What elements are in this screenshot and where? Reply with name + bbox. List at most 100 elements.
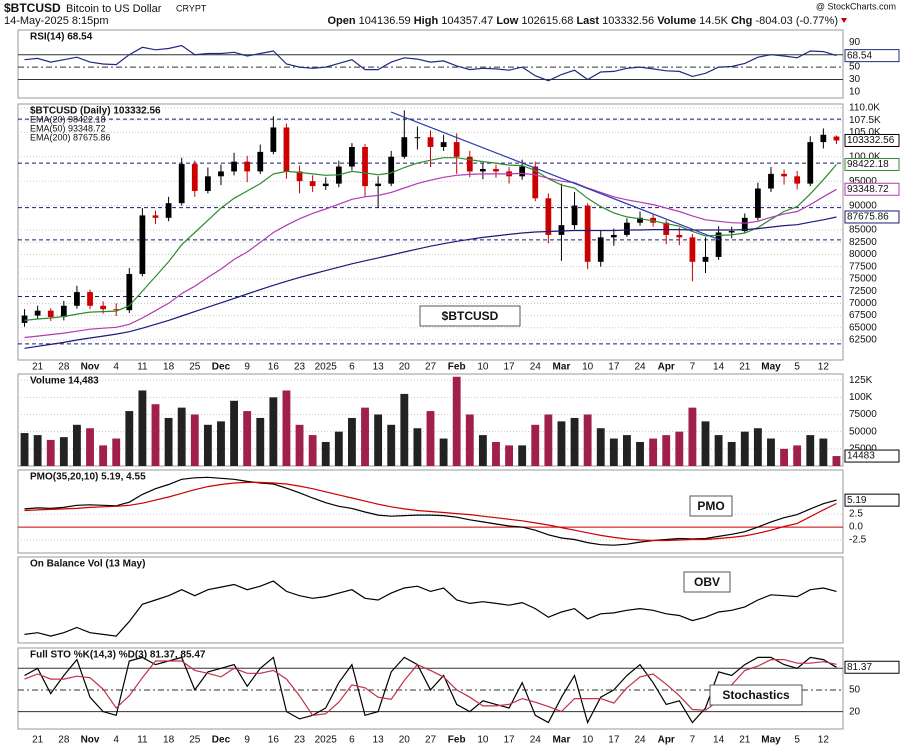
series-line [24,44,837,82]
volume-bar [557,421,566,466]
candle-body [152,215,159,218]
x-tick-label: 12 [818,362,830,373]
y-tick-label: 2.5 [849,509,863,520]
y-tick-label: 105.0K [849,127,881,138]
candle-body [165,203,172,218]
annotation-box [683,571,731,593]
y-tick-label: 25000 [849,443,877,454]
x-tick-label: 11 [137,735,148,746]
x-tick-label: Dec [212,735,231,746]
series-line [24,580,837,637]
candle-body [309,181,316,187]
panel-title: PMO(35,20,10) 5.19, 4.55 [30,472,146,483]
candle-body [283,127,290,172]
candle-body [663,222,670,235]
volume-bar [73,424,81,466]
x-tick-label: 17 [608,362,620,373]
symbol: $BTCUSD [4,1,61,15]
volume-bar [190,414,199,466]
candle-body [610,234,617,238]
volume-bar [753,428,762,466]
x-tick-label: 18 [163,735,175,746]
volume-bar [609,438,618,466]
volume-bar [164,417,173,466]
x-tick-label: 10 [582,362,594,373]
candle-body [715,232,722,257]
value: 104136.59 [359,15,411,27]
volume-bar [125,411,134,466]
label: Volume [657,15,696,27]
value-badge [844,157,900,171]
x-tick-label: Mar [553,735,571,746]
volume-bar [308,435,317,466]
annotation-box [419,305,521,327]
volume-bar [177,407,186,466]
series-line [24,656,837,725]
volume-bar [387,424,396,466]
value-badge-label: 87675.86 [847,212,889,223]
value-badge [844,210,900,224]
value-badge-label: 14483 [847,451,875,462]
y-tick-label: 90 [849,37,861,48]
series-line [24,476,837,546]
candle-body [545,198,552,235]
volume-bar [544,414,553,466]
x-tick-label: 21 [32,735,44,746]
panel-title: On Balance Vol (13 May) [30,559,145,570]
label: Chg [731,15,752,27]
x-tick-label: 7 [690,735,696,746]
x-tick-label: 17 [504,362,516,373]
candle-body [218,171,224,177]
label: High [414,15,439,27]
x-tick-label: 24 [530,735,542,746]
legend-entry: EMA(50) 93348.72 [30,123,106,133]
volume-bar [334,431,343,466]
volume-bar [20,433,29,466]
x-tick-label: Apr [658,362,675,373]
label: Open [327,15,355,27]
volume-bar [33,435,42,466]
y-tick-label: 100.0K [849,151,881,162]
volume-bar [806,435,815,466]
series-line [24,157,837,321]
y-tick-label: 85000 [849,225,877,236]
x-tick-label: 21 [739,362,751,373]
candle-body [322,183,329,187]
candle-body [480,168,486,172]
candle-body [833,136,840,141]
candle-body [493,168,499,172]
candle-body [47,310,54,318]
candle-body [231,161,237,172]
candle-body [519,166,526,177]
volume-bar [243,411,252,466]
panel-frame [17,556,844,644]
series-line [24,481,837,542]
x-tick-label: 10 [477,362,489,373]
x-tick-label: 17 [504,735,516,746]
annotation-box [709,684,803,706]
series-line [24,172,837,339]
panel-title: RSI(14) 68.54 [30,32,93,43]
value-badge-label: 93348.72 [847,184,889,195]
candle-body [637,217,643,223]
candle-body [87,292,93,306]
candle-body [702,256,709,262]
volume-bar [59,437,68,466]
annotation: $BTCUSD [442,309,499,323]
x-tick-label: 11 [137,362,148,373]
volume-bar [649,438,658,466]
volume-bar [583,414,592,466]
panel-title: $BTCUSD (Daily) 103332.56 [30,106,161,117]
volume-bar [295,424,304,466]
x-tick-label: 28 [58,735,70,746]
y-tick-label: 90000 [849,200,877,211]
value: 104357.47 [441,15,493,27]
volume-bar [400,393,409,466]
candle-body [74,292,80,306]
volume-bar [439,438,448,466]
value: 103332.56 [602,15,654,27]
volume-bar [151,404,160,466]
candle-body [126,274,133,311]
candle-body [453,142,460,157]
